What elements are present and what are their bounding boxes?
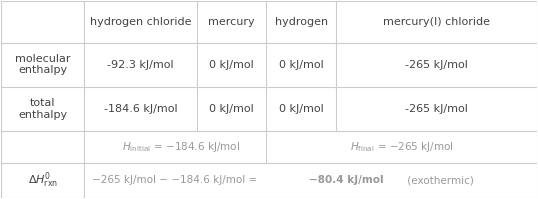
Text: total
enthalpy: total enthalpy: [18, 98, 67, 120]
Text: 0 kJ/mol: 0 kJ/mol: [279, 104, 323, 114]
Text: $H_{\mathrm{final}}$ = −265 kJ/mol: $H_{\mathrm{final}}$ = −265 kJ/mol: [350, 140, 454, 154]
Text: -92.3 kJ/mol: -92.3 kJ/mol: [107, 60, 174, 70]
Text: hydrogen chloride: hydrogen chloride: [90, 17, 192, 27]
Text: 0 kJ/mol: 0 kJ/mol: [209, 104, 254, 114]
Text: -265 kJ/mol: -265 kJ/mol: [405, 104, 468, 114]
Text: hydrogen: hydrogen: [274, 17, 328, 27]
Text: -184.6 kJ/mol: -184.6 kJ/mol: [104, 104, 178, 114]
Text: molecular
enthalpy: molecular enthalpy: [15, 54, 70, 75]
Text: 0 kJ/mol: 0 kJ/mol: [279, 60, 323, 70]
Text: $H_{\mathrm{initial}}$ = −184.6 kJ/mol: $H_{\mathrm{initial}}$ = −184.6 kJ/mol: [122, 140, 240, 154]
Text: −265 kJ/mol − −184.6 kJ/mol =: −265 kJ/mol − −184.6 kJ/mol =: [93, 176, 261, 185]
Text: -265 kJ/mol: -265 kJ/mol: [405, 60, 468, 70]
Text: 0 kJ/mol: 0 kJ/mol: [209, 60, 254, 70]
Text: $\Delta H^0_{\mathrm{rxn}}$: $\Delta H^0_{\mathrm{rxn}}$: [28, 171, 58, 190]
Text: mercury(I) chloride: mercury(I) chloride: [383, 17, 490, 27]
Text: mercury: mercury: [208, 17, 255, 27]
Text: (exothermic): (exothermic): [405, 176, 475, 185]
Text: −80.4 kJ/mol: −80.4 kJ/mol: [309, 176, 383, 185]
